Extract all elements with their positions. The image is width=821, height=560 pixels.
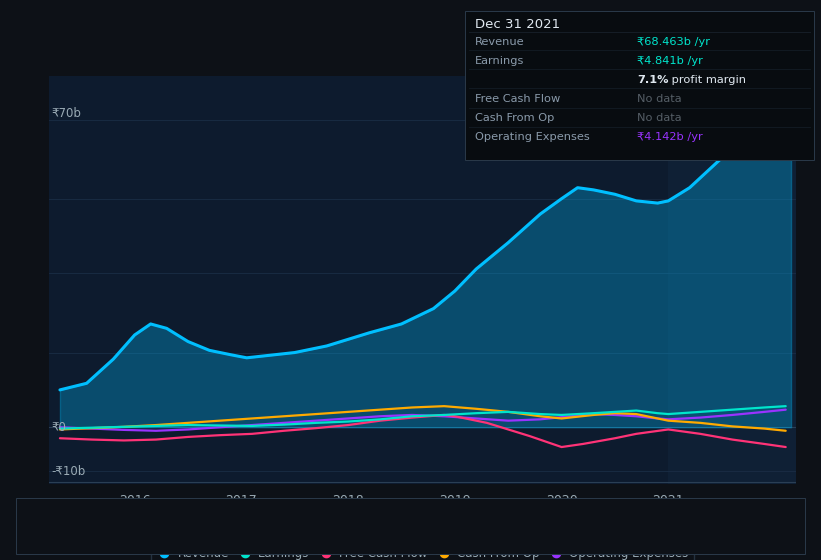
Text: Revenue: Revenue: [475, 37, 524, 47]
Text: 2016: 2016: [119, 494, 150, 507]
Text: Operating Expenses: Operating Expenses: [475, 132, 589, 142]
Text: 2020: 2020: [546, 494, 577, 507]
Legend: Revenue, Earnings, Free Cash Flow, Cash From Op, Operating Expenses: Revenue, Earnings, Free Cash Flow, Cash …: [151, 542, 695, 560]
Text: ₹4.142b /yr: ₹4.142b /yr: [637, 132, 703, 142]
Text: No data: No data: [637, 94, 681, 104]
Text: Earnings: Earnings: [475, 56, 524, 66]
Text: profit margin: profit margin: [668, 75, 746, 85]
Text: -₹10b: -₹10b: [52, 465, 85, 478]
Text: 2019: 2019: [439, 494, 470, 507]
Text: 2018: 2018: [333, 494, 364, 507]
Bar: [668, 76, 796, 484]
Text: ₹68.463b /yr: ₹68.463b /yr: [637, 37, 710, 47]
Text: ₹0: ₹0: [52, 421, 67, 434]
Text: No data: No data: [637, 113, 681, 123]
Text: Dec 31 2021: Dec 31 2021: [475, 18, 560, 31]
Text: ₹4.841b /yr: ₹4.841b /yr: [637, 56, 703, 66]
Text: 2021: 2021: [653, 494, 684, 507]
Text: Free Cash Flow: Free Cash Flow: [475, 94, 560, 104]
Text: 2017: 2017: [226, 494, 257, 507]
Text: ₹70b: ₹70b: [52, 106, 81, 119]
Text: 7.1%: 7.1%: [637, 75, 668, 85]
Text: Cash From Op: Cash From Op: [475, 113, 554, 123]
